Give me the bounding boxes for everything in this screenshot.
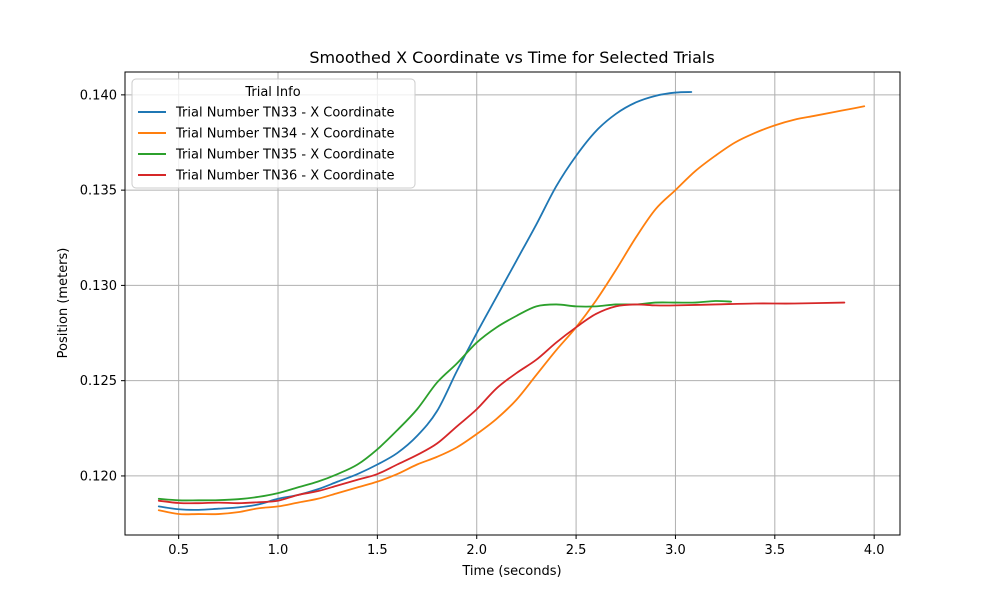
chart-title: Smoothed X Coordinate vs Time for Select… <box>309 48 714 67</box>
legend-title: Trial Info <box>244 85 300 100</box>
y-tick-label: 0.120 <box>80 469 117 484</box>
y-tick-label: 0.140 <box>80 88 117 103</box>
x-tick-label: 1.5 <box>367 543 388 558</box>
x-axis-label: Time (seconds) <box>461 564 561 579</box>
y-tick-label: 0.130 <box>80 279 117 294</box>
legend-label: Trial Number TN33 - X Coordinate <box>175 106 395 121</box>
y-tick-label: 0.125 <box>80 374 117 389</box>
x-tick-label: 2.5 <box>566 543 587 558</box>
legend-box <box>131 78 416 189</box>
y-axis: 0.120 0.125 0.130 0.135 0.140 <box>80 88 125 484</box>
legend-label: Trial Number TN36 - X Coordinate <box>175 169 395 184</box>
x-tick-label: 1.0 <box>268 543 289 558</box>
x-tick-label: 4.0 <box>864 543 885 558</box>
x-tick-label: 3.0 <box>665 543 686 558</box>
y-tick-label: 0.135 <box>80 184 117 199</box>
series-layer <box>157 91 866 516</box>
series-line-2 <box>157 105 866 516</box>
legend-items: Trial Number TN33 - X Coordinate Trial Nu… <box>138 106 395 184</box>
x-tick-label: 3.5 <box>764 543 785 558</box>
y-axis-label: Position (meters) <box>56 248 71 359</box>
x-axis: 0.5 1.0 1.5 2.0 2.5 3.0 3.5 4.0 <box>168 535 885 558</box>
legend-label: Trial Number TN34 - X Coordinate <box>175 127 395 142</box>
series-line-1 <box>157 91 693 511</box>
x-tick-label: 2.0 <box>466 543 487 558</box>
series-line-4 <box>157 301 846 505</box>
x-tick-label: 0.5 <box>168 543 189 558</box>
legend: Trial Info Trial Number TN33 - X Coordin… <box>131 78 416 189</box>
plot-frame <box>124 71 901 536</box>
legend-label: Trial Number TN35 - X Coordinate <box>175 148 395 163</box>
